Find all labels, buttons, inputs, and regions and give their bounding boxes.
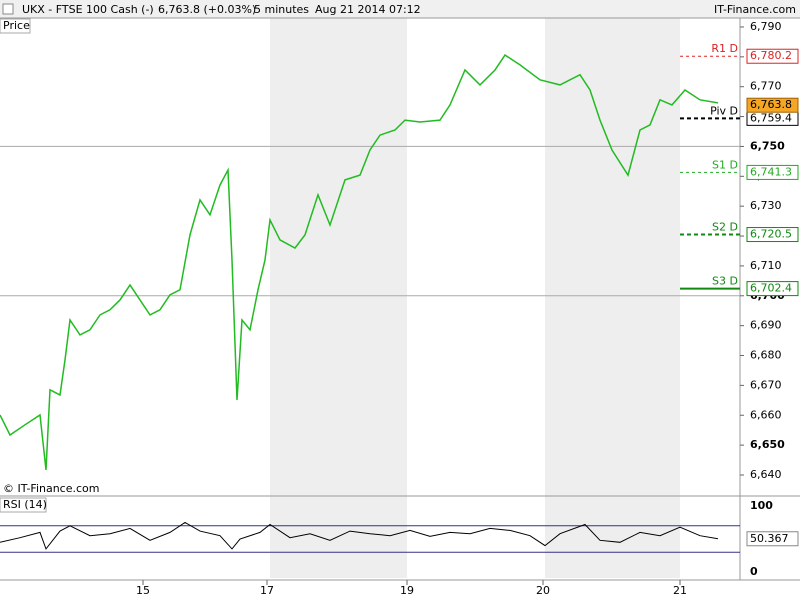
y-tick-label: 6,690 xyxy=(750,319,782,332)
pivot-value: 6,720.5 xyxy=(750,228,792,241)
panel-label-box xyxy=(0,18,31,34)
y-tick-label: 6,770 xyxy=(750,80,782,93)
y-tick-label: 6,650 xyxy=(750,438,785,451)
y-tick-label: 6,640 xyxy=(750,468,782,481)
price-line xyxy=(0,54,719,470)
header-icon xyxy=(2,3,14,15)
pivot-box xyxy=(746,48,799,64)
pivot-value: 6,741.3 xyxy=(750,165,792,178)
y-tick-label: 6,660 xyxy=(750,408,782,421)
rsi-line xyxy=(0,521,719,550)
rsi-label: RSI (14) xyxy=(3,498,47,511)
last-price-box xyxy=(746,97,799,113)
rsi-tick-label: 100 xyxy=(750,499,773,512)
pivot-box xyxy=(746,227,799,243)
pivot-name: Piv D xyxy=(710,104,738,117)
symbol: UKX - FTSE 100 Cash (-) xyxy=(22,3,154,16)
x-tick-label: 20 xyxy=(536,584,550,597)
y-tick-label: 6,790 xyxy=(750,20,782,33)
x-tick-label: 17 xyxy=(260,584,274,597)
x-tick-label: 15 xyxy=(136,584,150,597)
pivot-name: S2 D xyxy=(712,221,738,234)
rsi-last-box xyxy=(746,531,799,547)
pivot-box xyxy=(746,281,799,297)
copyright: © IT-Finance.com xyxy=(3,482,100,495)
panel-label: Price xyxy=(3,19,30,32)
timestamp: Aug 21 2014 07:12 xyxy=(315,3,421,16)
y-tick-label: 6,750 xyxy=(750,139,785,152)
pivot-name: S1 D xyxy=(712,158,738,171)
x-tick-label: 19 xyxy=(400,584,414,597)
y-tick-label: 6,710 xyxy=(750,259,782,272)
pivot-box xyxy=(746,164,799,180)
rsi-last: 50.367 xyxy=(750,532,789,545)
pivot-value: 6,780.2 xyxy=(750,49,792,62)
pivot-name: S3 D xyxy=(712,275,738,288)
interval: 5 minutes xyxy=(254,3,309,16)
pivot-name: R1 D xyxy=(711,42,738,55)
y-tick-label: 6,670 xyxy=(750,378,782,391)
day-shade xyxy=(270,18,407,578)
pivot-value: 6,702.4 xyxy=(750,282,792,295)
last-price: 6,763.8 xyxy=(750,98,792,111)
rsi-tick-label: 0 xyxy=(750,565,758,578)
x-tick-label: 21 xyxy=(673,584,687,597)
rsi-label-box xyxy=(0,497,47,513)
day-shade xyxy=(545,18,680,578)
quote: 6,763.8 (+0.03%) xyxy=(158,3,256,16)
header-bar xyxy=(0,0,800,18)
pivot-value: 6,759.4 xyxy=(750,111,792,124)
brand: IT-Finance.com xyxy=(714,3,796,16)
y-tick-label: 6,680 xyxy=(750,349,782,362)
y-tick-label: 6,730 xyxy=(750,199,782,212)
